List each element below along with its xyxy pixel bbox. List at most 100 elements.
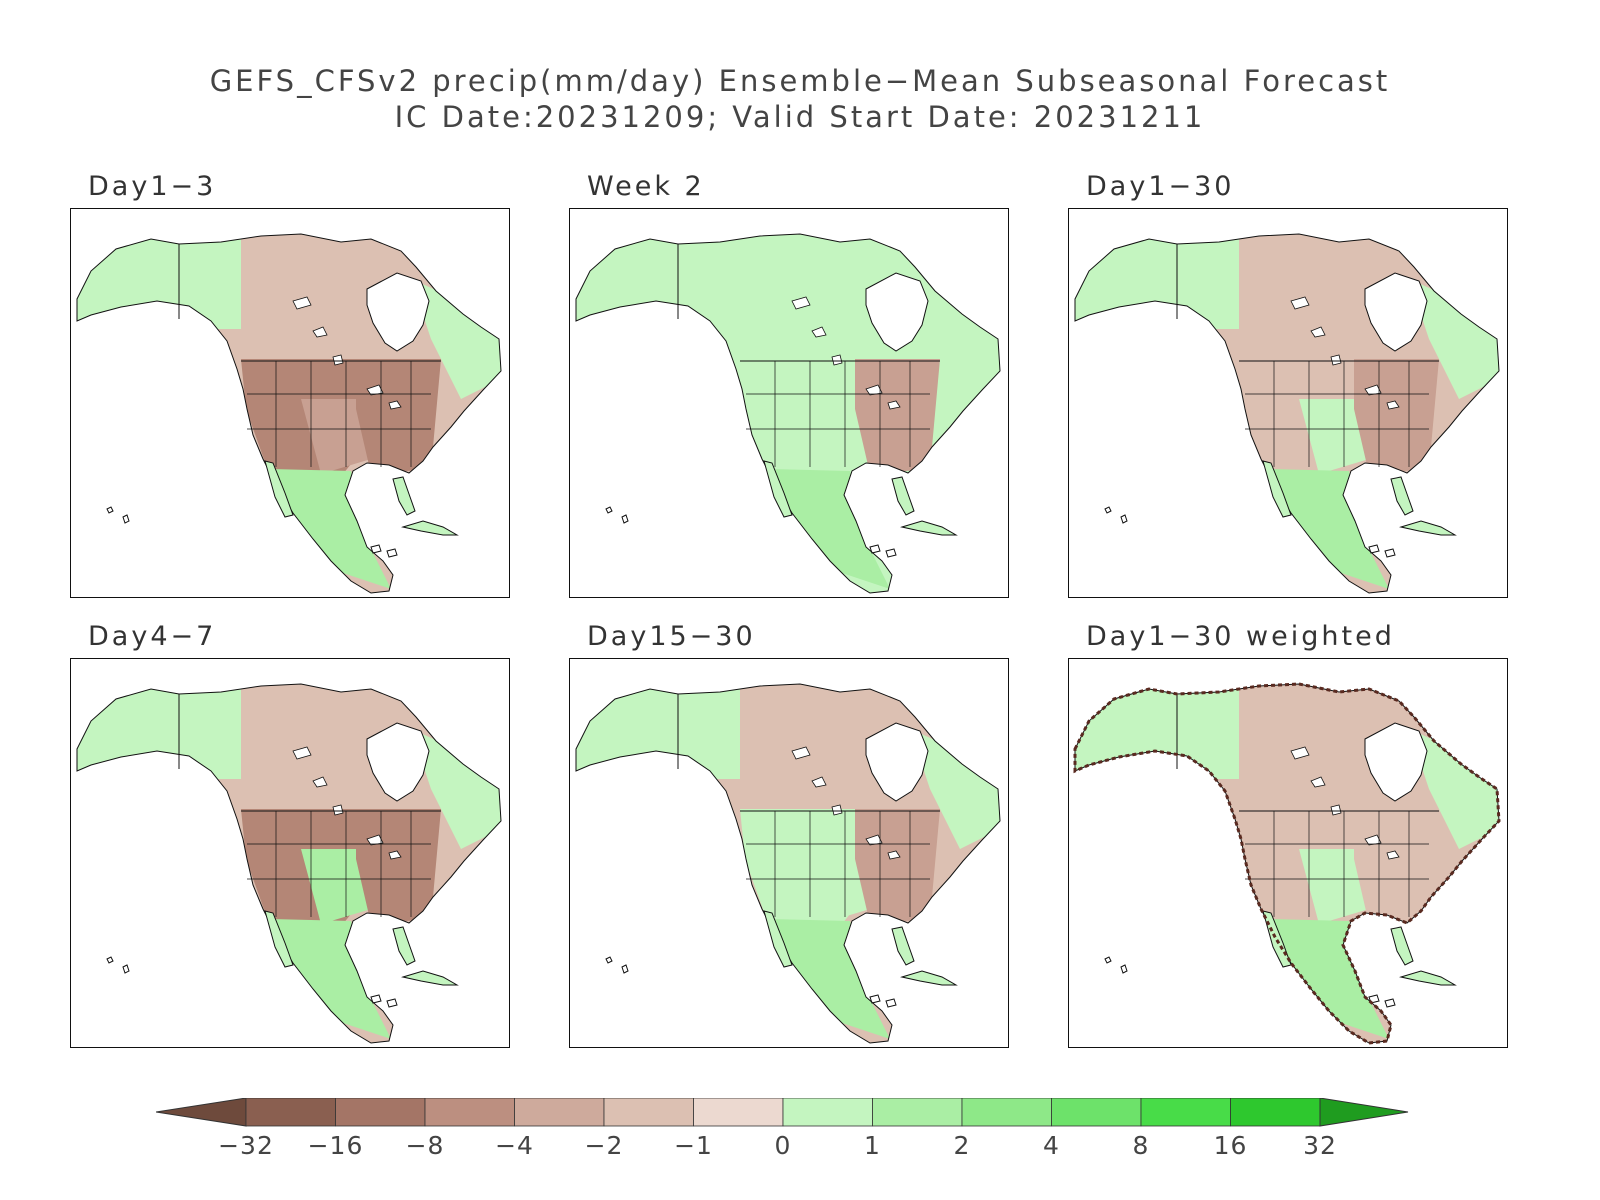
colorbar-tick-label: −4: [495, 1131, 534, 1160]
florida-outline: [891, 926, 915, 966]
colorbar-swatch: [961, 1098, 1052, 1127]
map-frame: [70, 658, 510, 1048]
lake-outline: [292, 746, 312, 760]
lake-outline: [366, 834, 384, 846]
panel-label: Day1−30: [1086, 171, 1235, 202]
mexico-region: [271, 919, 391, 1039]
cuba-outline: [900, 520, 958, 536]
island-outline: [869, 544, 881, 554]
lake-outline: [366, 384, 384, 396]
colorbar-swatch: [603, 1098, 694, 1127]
lake-outline: [292, 296, 312, 310]
lake-outline: [332, 804, 344, 816]
florida-outline: [392, 476, 416, 516]
cuba-outline: [1399, 970, 1457, 986]
southern-plains-region: [1299, 849, 1369, 924]
island-outline: [106, 956, 114, 964]
mexico-region: [770, 469, 890, 589]
coastal-dry-cells: [1073, 682, 1501, 1045]
colorbar-swatch: [872, 1098, 963, 1127]
map-frame: [1068, 208, 1508, 598]
greenland-outline: [865, 272, 929, 352]
greenland-outline: [1364, 722, 1428, 802]
map-panel-day1-30-weighted: Day1−30 weighted: [1068, 621, 1508, 1048]
panel-label: Day4−7: [88, 621, 217, 652]
cuba-outline: [401, 970, 459, 986]
lake-outline: [332, 354, 344, 366]
lake-outline: [811, 776, 827, 788]
colorbar-swatch: [1051, 1098, 1142, 1127]
island-outline: [122, 514, 130, 524]
lake-outline: [831, 354, 843, 366]
island-outline: [1104, 956, 1112, 964]
map-frame: [569, 658, 1009, 1048]
cuba-outline: [1399, 520, 1457, 536]
coastline: [76, 683, 502, 1044]
coastline: [1074, 233, 1500, 594]
colorbar-tick-label: 8: [1133, 1131, 1150, 1160]
panel-label: Day15−30: [587, 621, 756, 652]
lake-outline: [312, 776, 328, 788]
lake-outline: [887, 400, 901, 410]
colorbar-tick-label: 4: [1043, 1131, 1060, 1160]
lake-outline: [1290, 296, 1310, 310]
lake-outline: [865, 384, 883, 396]
island-outline: [370, 994, 382, 1004]
colorbar-tick-label: −8: [406, 1131, 445, 1160]
map-frame: [1068, 658, 1508, 1048]
island-outline: [386, 548, 398, 558]
lake-outline: [388, 850, 402, 860]
colorbar-tick-label: 2: [954, 1131, 971, 1160]
lake-outline: [1330, 804, 1342, 816]
lake-outline: [1386, 400, 1400, 410]
island-outline: [106, 506, 114, 514]
island-outline: [1120, 964, 1128, 974]
cuba-outline: [900, 970, 958, 986]
cuba-outline: [401, 520, 459, 536]
greenland-outline: [1364, 272, 1428, 352]
florida-outline: [1390, 476, 1414, 516]
map-panel-day4-7: Day4−7: [70, 621, 510, 1048]
baja-outline: [763, 910, 793, 968]
panel-label: Day1−3: [88, 171, 217, 202]
colorbar-tick-label: −1: [674, 1131, 713, 1160]
island-outline: [605, 506, 613, 514]
southern-plains-region: [800, 849, 870, 924]
colorbar-swatch: [335, 1098, 426, 1127]
lake-outline: [1290, 746, 1310, 760]
baja-outline: [264, 460, 294, 518]
southern-plains-region: [800, 399, 870, 474]
lake-outline: [1386, 850, 1400, 860]
island-outline: [885, 548, 897, 558]
colorbar-swatch: [693, 1098, 784, 1127]
colorbar: −32 −16 −8 −4 −2 −1 0 1 2 4 8 16 32: [156, 1098, 1409, 1160]
island-outline: [1384, 548, 1396, 558]
island-outline: [386, 998, 398, 1008]
mexico-region: [770, 919, 890, 1039]
baja-outline: [1262, 460, 1292, 518]
coastline: [575, 233, 1001, 594]
mexico-region: [271, 469, 391, 589]
island-outline: [621, 964, 629, 974]
coastline: [575, 683, 1001, 1044]
greenland-outline: [366, 722, 430, 802]
colorbar-arrow-high: [1319, 1098, 1409, 1127]
baja-outline: [264, 910, 294, 968]
lake-outline: [1310, 776, 1326, 788]
florida-outline: [891, 476, 915, 516]
colorbar-tick-label: 32: [1303, 1131, 1337, 1160]
map-panel-day1-30: Day1−30: [1068, 171, 1508, 598]
lake-outline: [887, 850, 901, 860]
lake-outline: [388, 400, 402, 410]
lake-outline: [811, 326, 827, 338]
lake-outline: [831, 804, 843, 816]
map-panel-day1-3: Day1−3: [70, 171, 510, 598]
island-outline: [370, 544, 382, 554]
colorbar-swatch: [245, 1098, 336, 1127]
colorbar-tick-label: 1: [864, 1131, 881, 1160]
greenland-outline: [366, 272, 430, 352]
lake-outline: [791, 296, 811, 310]
island-outline: [122, 964, 130, 974]
lake-outline: [1310, 326, 1326, 338]
colorbar-tick-label: −2: [585, 1131, 624, 1160]
